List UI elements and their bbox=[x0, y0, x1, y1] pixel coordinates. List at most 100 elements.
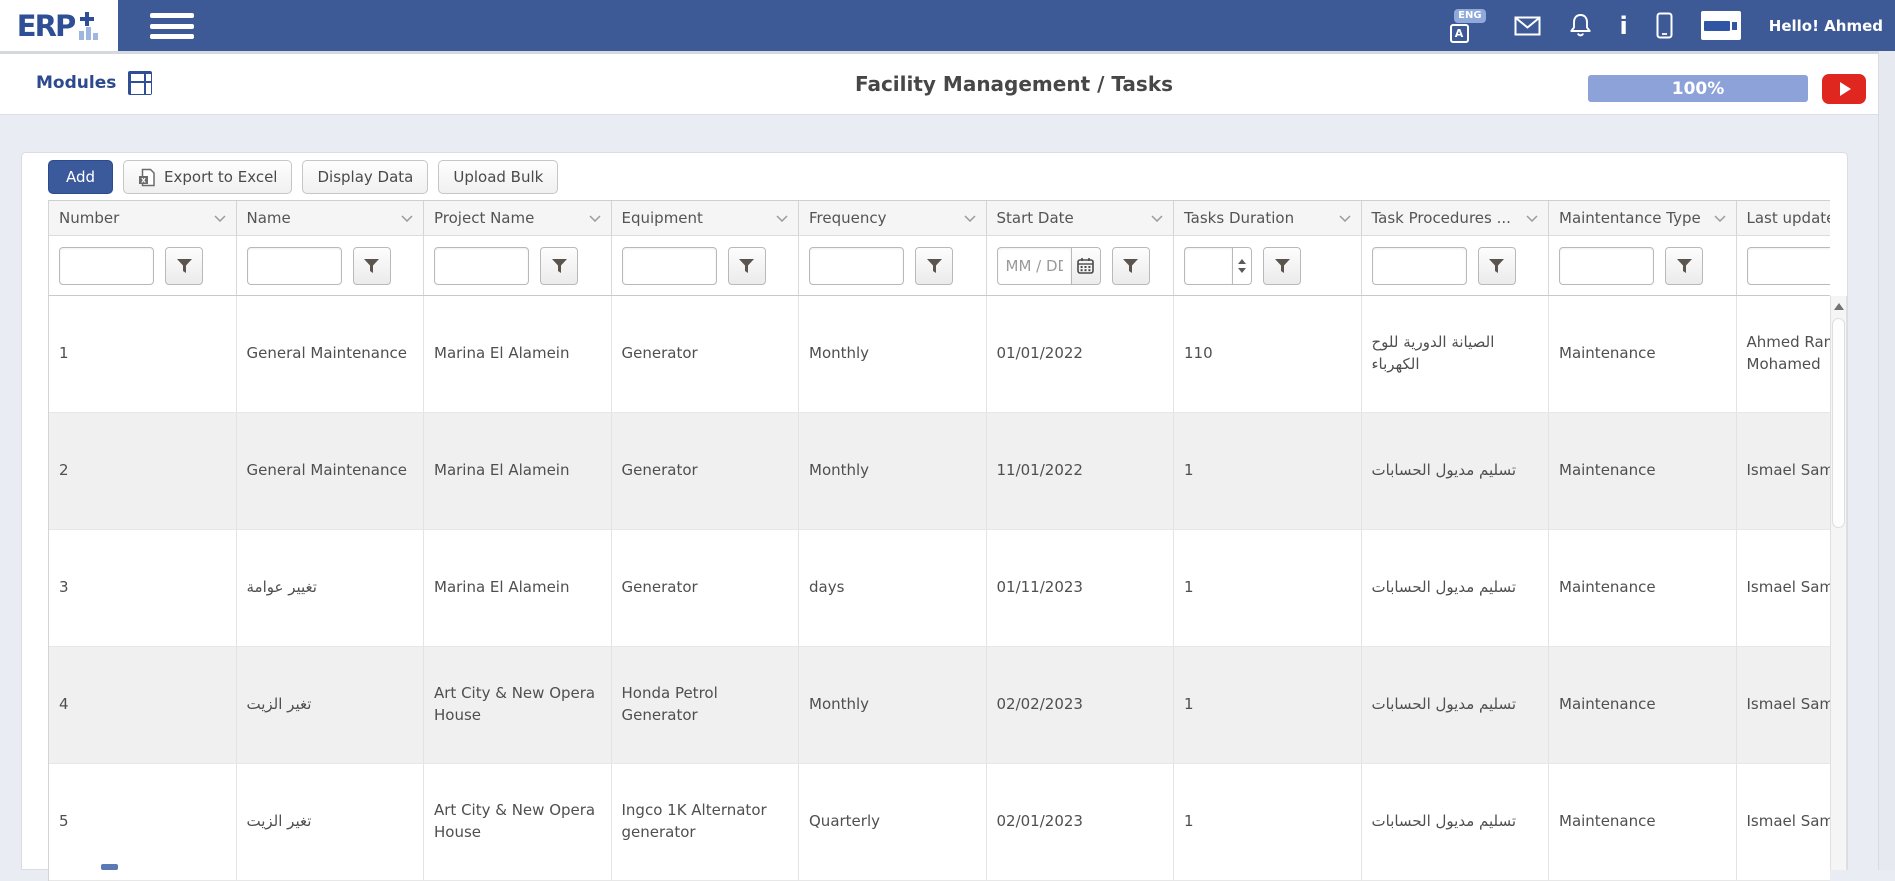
cell-project: Marina El Alamein bbox=[424, 296, 612, 412]
frequency-filter-button[interactable] bbox=[915, 246, 953, 285]
maintenance-type-filter-input[interactable] bbox=[1559, 246, 1654, 285]
funnel-icon bbox=[1274, 258, 1290, 273]
cell-equipment: Generator bbox=[612, 413, 799, 529]
chevron-down-icon bbox=[1338, 214, 1351, 222]
calendar-icon bbox=[1077, 258, 1094, 274]
column-header-number[interactable]: Number bbox=[49, 201, 237, 235]
language-translate-icon[interactable]: ENG A bbox=[1449, 8, 1486, 43]
cell-project: Marina El Alamein bbox=[424, 530, 612, 646]
modules-link[interactable]: Modules bbox=[36, 71, 153, 95]
cell-frequency: Quarterly bbox=[799, 764, 987, 880]
cell-duration: 110 bbox=[1174, 296, 1362, 412]
cell-maintenance-type: Maintenance bbox=[1549, 530, 1737, 646]
cell-equipment: Generator bbox=[612, 530, 799, 646]
cell-equipment: Honda Petrol Generator bbox=[612, 647, 799, 763]
table-row[interactable]: 4 تغير الزيت Art City & New Opera House … bbox=[49, 647, 1830, 764]
table-row[interactable]: 5 تغير الزيت Art City & New Opera House … bbox=[49, 764, 1830, 881]
chevron-down-icon bbox=[1526, 214, 1538, 222]
notifications-bell-icon[interactable] bbox=[1569, 13, 1592, 38]
funnel-icon bbox=[551, 258, 567, 273]
export-to-excel-button[interactable]: x Export to Excel bbox=[123, 160, 293, 194]
column-header-maintenance-type[interactable]: Maintentance Type bbox=[1549, 201, 1737, 235]
scrollbar-thumb[interactable] bbox=[1832, 318, 1845, 528]
cell-project: Art City & New Opera House bbox=[424, 764, 612, 880]
user-greeting[interactable]: Hello! Ahmed bbox=[1768, 16, 1883, 35]
erp-logo-building-icon bbox=[77, 11, 101, 40]
cell-start-date: 01/11/2023 bbox=[987, 530, 1174, 646]
tasks-duration-filter-button[interactable] bbox=[1263, 246, 1301, 285]
name-filter-button[interactable] bbox=[352, 246, 391, 285]
chevron-down-icon bbox=[213, 214, 226, 222]
cell-procedures: الصيانة الدورية للوح الكهرباء bbox=[1362, 296, 1549, 412]
column-header-task-procedures[interactable]: Task Procedures ... bbox=[1362, 201, 1549, 235]
tasks-duration-filter-input[interactable] bbox=[1184, 246, 1232, 285]
column-header-equipment[interactable]: Equipment bbox=[612, 201, 799, 235]
table-row[interactable]: 2 General Maintenance Marina El Alamein … bbox=[49, 413, 1830, 530]
task-procedures-filter-button[interactable] bbox=[1477, 246, 1516, 285]
tasks-grid: Number Name Project Name Equipment Frequ… bbox=[48, 200, 1830, 881]
project-name-filter-button[interactable] bbox=[540, 246, 578, 285]
language-badge: ENG bbox=[1454, 8, 1486, 23]
filter-cell-maintenance-type bbox=[1549, 236, 1737, 295]
cell-last-update: Ismael Sam bbox=[1737, 413, 1831, 529]
number-filter-input[interactable] bbox=[59, 246, 154, 285]
display-data-button[interactable]: Display Data bbox=[302, 160, 429, 194]
column-header-tasks-duration[interactable]: Tasks Duration bbox=[1174, 201, 1362, 235]
calendar-button[interactable] bbox=[1070, 246, 1101, 285]
column-header-name[interactable]: Name bbox=[237, 201, 424, 235]
equipment-filter-button[interactable] bbox=[727, 246, 766, 285]
play-button[interactable] bbox=[1822, 74, 1866, 104]
table-row[interactable]: 3 تغيير عوامة Marina El Alamein Generato… bbox=[49, 530, 1830, 647]
page-scrollbar[interactable] bbox=[1878, 51, 1895, 870]
project-name-filter-input[interactable] bbox=[434, 246, 529, 285]
add-button[interactable]: Add bbox=[48, 160, 114, 194]
start-date-filter-input[interactable] bbox=[996, 246, 1071, 285]
erp-logo[interactable]: ERP bbox=[0, 0, 118, 51]
table-row[interactable]: 1 General Maintenance Marina El Alamein … bbox=[49, 296, 1830, 413]
cell-duration: 1 bbox=[1174, 530, 1362, 646]
cell-project: Marina El Alamein bbox=[424, 413, 612, 529]
scroll-up-arrow-icon[interactable] bbox=[1834, 303, 1844, 310]
column-header-last-update[interactable]: Last update bbox=[1737, 201, 1831, 235]
last-update-filter-input[interactable] bbox=[1746, 246, 1830, 285]
maintenance-type-filter-button[interactable] bbox=[1665, 246, 1703, 285]
name-filter-input[interactable] bbox=[246, 246, 342, 285]
frequency-filter-input[interactable] bbox=[809, 246, 904, 285]
mail-icon[interactable] bbox=[1514, 16, 1541, 36]
grid-filter-row bbox=[49, 236, 1830, 296]
horizontal-scrollbar-thumb[interactable] bbox=[101, 864, 118, 870]
svg-text:x: x bbox=[141, 175, 146, 184]
spinner-up-icon bbox=[1238, 258, 1246, 264]
task-procedures-filter-input[interactable] bbox=[1371, 246, 1467, 285]
erp-logo-text: ERP bbox=[16, 8, 76, 43]
cell-maintenance-type: Maintenance bbox=[1549, 296, 1737, 412]
grid-vertical-scrollbar[interactable] bbox=[1830, 296, 1847, 870]
company-logo[interactable] bbox=[1700, 11, 1741, 40]
progress-bar: 100% bbox=[1588, 75, 1808, 102]
equipment-filter-input[interactable] bbox=[621, 246, 717, 285]
cell-last-update: Ismael Sam bbox=[1737, 764, 1831, 880]
start-date-filter-button[interactable] bbox=[1111, 246, 1150, 285]
filter-cell-number bbox=[49, 236, 237, 295]
cell-last-update: Ahmed Ram Mohamed bbox=[1737, 296, 1831, 412]
funnel-icon bbox=[176, 258, 192, 273]
cell-start-date: 11/01/2022 bbox=[987, 413, 1174, 529]
cell-procedures: تسليم مديول الحسابات bbox=[1362, 647, 1549, 763]
funnel-icon bbox=[1123, 258, 1138, 273]
number-spinner[interactable] bbox=[1232, 246, 1252, 285]
number-filter-button[interactable] bbox=[165, 246, 203, 285]
column-header-start-date[interactable]: Start Date bbox=[987, 201, 1174, 235]
filter-cell-project-name bbox=[424, 236, 612, 295]
hamburger-menu-icon[interactable] bbox=[150, 13, 194, 39]
cell-maintenance-type: Maintenance bbox=[1549, 413, 1737, 529]
excel-file-icon: x bbox=[138, 168, 156, 187]
play-icon bbox=[1840, 82, 1851, 96]
column-header-project-name[interactable]: Project Name bbox=[424, 201, 612, 235]
cell-frequency: days bbox=[799, 530, 987, 646]
upload-bulk-button[interactable]: Upload Bulk bbox=[438, 160, 559, 194]
cell-procedures: تسليم مديول الحسابات bbox=[1362, 530, 1549, 646]
column-header-frequency[interactable]: Frequency bbox=[799, 201, 987, 235]
cell-maintenance-type: Maintenance bbox=[1549, 764, 1737, 880]
info-icon[interactable]: i bbox=[1619, 11, 1628, 40]
mobile-phone-icon[interactable] bbox=[1656, 12, 1673, 39]
